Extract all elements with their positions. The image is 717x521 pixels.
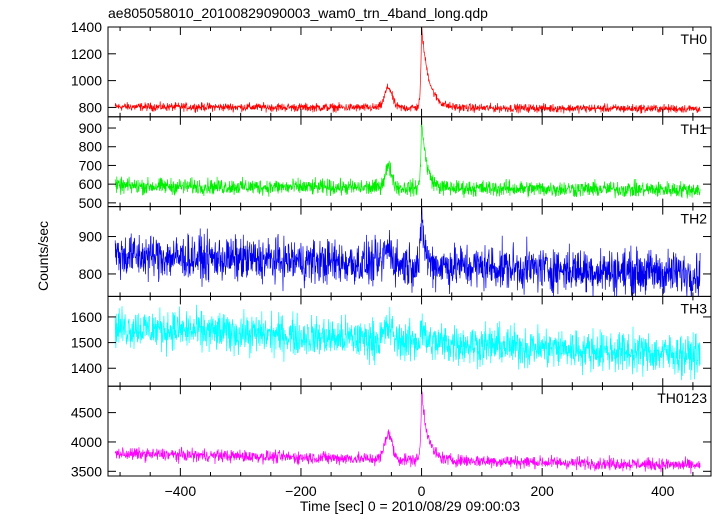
x-tick-label: 200: [530, 483, 554, 499]
y-tick-label: 900: [79, 229, 103, 245]
panel-th2: TH2 800 900: [79, 206, 712, 297]
y-tick-label: 1000: [71, 73, 102, 89]
panel-frame: [107, 295, 712, 387]
x-tick-label: −400: [165, 483, 197, 499]
y-tick-label: 600: [79, 176, 103, 192]
panel-label: TH0: [681, 31, 708, 47]
y-tick-label: 1500: [71, 335, 102, 351]
panel-th1: TH1 500 600 700 800 900: [79, 116, 712, 211]
panel-th0: TH0 800 1000 1200 1400: [71, 19, 712, 118]
y-tick-label: 700: [79, 157, 103, 173]
panel-label: TH0123: [657, 390, 707, 406]
panel-th3: TH3 1400 1500 1600: [71, 295, 712, 387]
series-line-th0123: [114, 390, 701, 474]
y-tick-label: 800: [79, 266, 103, 282]
panel-label: TH1: [681, 121, 708, 137]
y-tick-label: 500: [79, 195, 103, 211]
x-axis-label: Time [sec] 0 = 2010/08/29 09:00:03: [300, 498, 520, 514]
y-tick-label: 3500: [71, 463, 102, 479]
y-tick-label: 1400: [71, 19, 102, 35]
panel-th0123: TH0123 3500 4000 4500: [71, 385, 712, 479]
panel-frame: [107, 385, 712, 477]
x-tick-label: −200: [285, 483, 317, 499]
panels: TH0 800 1000 1200 1400 TH1 500 600 700 800 900 TH2 8…: [71, 19, 712, 499]
y-tick-label: 1200: [71, 46, 102, 62]
y-tick-label: 900: [79, 120, 103, 136]
y-tick-label: 4000: [71, 434, 102, 450]
panel-label: TH3: [681, 300, 708, 316]
y-tick-label: 1400: [71, 360, 102, 376]
chart-title: ae805058010_20100829090003_wam0_trn_4ban…: [108, 5, 488, 21]
series-line-th2: [114, 206, 701, 297]
y-tick-label: 800: [79, 139, 103, 155]
series-line-th3: [114, 304, 701, 381]
panel-frame: [107, 26, 712, 118]
series-line-th0: [114, 27, 701, 114]
y-tick-label: 1600: [71, 309, 102, 325]
panel-label: TH2: [681, 211, 708, 227]
series-line-th1: [114, 116, 701, 199]
y-axis-label: Counts/sec: [35, 221, 51, 291]
y-tick-label: 800: [79, 99, 103, 115]
y-tick-label: 4500: [71, 405, 102, 421]
x-tick-label: 0: [418, 483, 426, 499]
x-tick-label: 400: [651, 483, 675, 499]
